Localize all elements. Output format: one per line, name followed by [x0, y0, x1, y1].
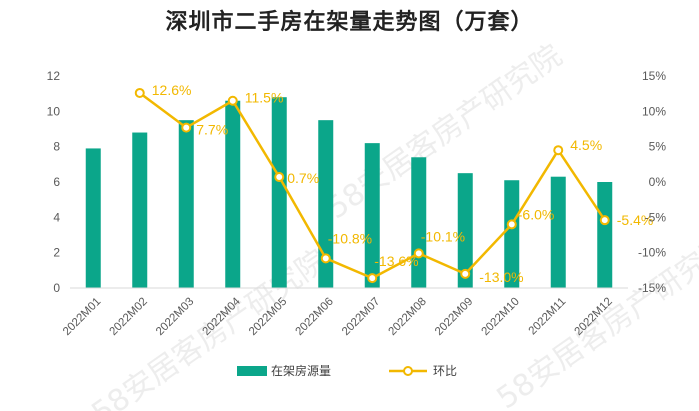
x-axis-tick: 2022M01 [61, 296, 103, 338]
data-label: 0.7% [287, 170, 319, 186]
x-axis-tick: 2022M09 [433, 296, 475, 338]
bar [132, 132, 148, 288]
line-point [367, 273, 378, 284]
line-point [181, 122, 192, 133]
data-label: -10.8% [328, 230, 372, 246]
line-point [134, 87, 145, 98]
left-axis-tick: 6 [53, 175, 60, 189]
left-axis-tick: 2 [53, 246, 60, 260]
x-axis-tick: 2022M07 [340, 296, 382, 338]
left-axis-tick: 12 [47, 69, 61, 83]
left-axis: 0 2 4 6 8 10 12 [47, 69, 61, 295]
x-axis-tick: 2022M11 [527, 296, 569, 338]
data-label: -13.0% [479, 269, 523, 285]
left-axis-tick: 4 [53, 210, 60, 224]
bar-series [85, 97, 613, 289]
bar [504, 180, 520, 288]
bar [364, 143, 380, 288]
line-point [599, 215, 610, 226]
watermark-text: 58安居客房产研究院 [321, 38, 569, 226]
bar [457, 173, 473, 288]
data-label: -10.1% [421, 228, 465, 244]
bar [178, 120, 194, 289]
data-label: -6.0% [518, 206, 555, 222]
bar [85, 148, 101, 288]
data-label: -13.6% [374, 253, 418, 269]
legend: 在架房源量 环比 [237, 363, 457, 378]
left-axis-tick: 8 [53, 140, 60, 154]
bar [225, 100, 241, 288]
x-axis-tick: 2022M08 [386, 296, 428, 338]
x-axis-tick: 2022M06 [293, 296, 335, 338]
x-axis: 2022M01 2022M02 2022M03 2022M04 2022M05 2022M… [61, 287, 628, 338]
data-labels: 12.6% 7.7% 11.5% 0.7% -10.8%-13.6%-10.1% -13.… [152, 82, 654, 285]
legend-line-marker [403, 366, 413, 376]
line-point [553, 145, 564, 156]
data-label: 11.5% [245, 90, 284, 106]
left-axis-tick: 10 [47, 104, 61, 118]
chart-title: 深圳市二手房在架量走势图（万套） [165, 10, 534, 35]
right-axis-tick: -5% [645, 210, 667, 224]
line-point [506, 219, 517, 230]
data-label: 7.7% [196, 122, 228, 138]
x-axis-tick: 2022M02 [107, 296, 149, 338]
bar [318, 120, 334, 289]
legend-bar-swatch [237, 366, 267, 376]
line-point [460, 268, 471, 279]
line-point [413, 248, 424, 259]
legend-label: 环比 [433, 364, 457, 378]
right-axis-tick: -15% [638, 281, 666, 295]
right-axis-tick: 10% [642, 104, 666, 118]
data-label: -5.4% [617, 212, 654, 228]
line-point [227, 95, 238, 106]
right-axis-tick: 15% [642, 69, 666, 83]
x-axis-tick: 2022M10 [479, 296, 521, 338]
line-series [134, 87, 610, 284]
line-point [320, 253, 331, 264]
bar [550, 176, 566, 288]
legend-label: 在架房源量 [271, 363, 331, 378]
left-axis-tick: 0 [53, 281, 60, 295]
right-axis-tick: 0% [649, 175, 667, 189]
right-axis-tick: 5% [649, 140, 667, 154]
data-label: 4.5% [570, 137, 602, 153]
data-label: 12.6% [152, 82, 192, 98]
line-point [274, 172, 285, 183]
right-axis-tick: -10% [638, 246, 666, 260]
bar [597, 182, 613, 288]
bar [271, 97, 287, 288]
right-axis: -15% -10% -5% 0% 5% 10% 15% [638, 69, 666, 295]
